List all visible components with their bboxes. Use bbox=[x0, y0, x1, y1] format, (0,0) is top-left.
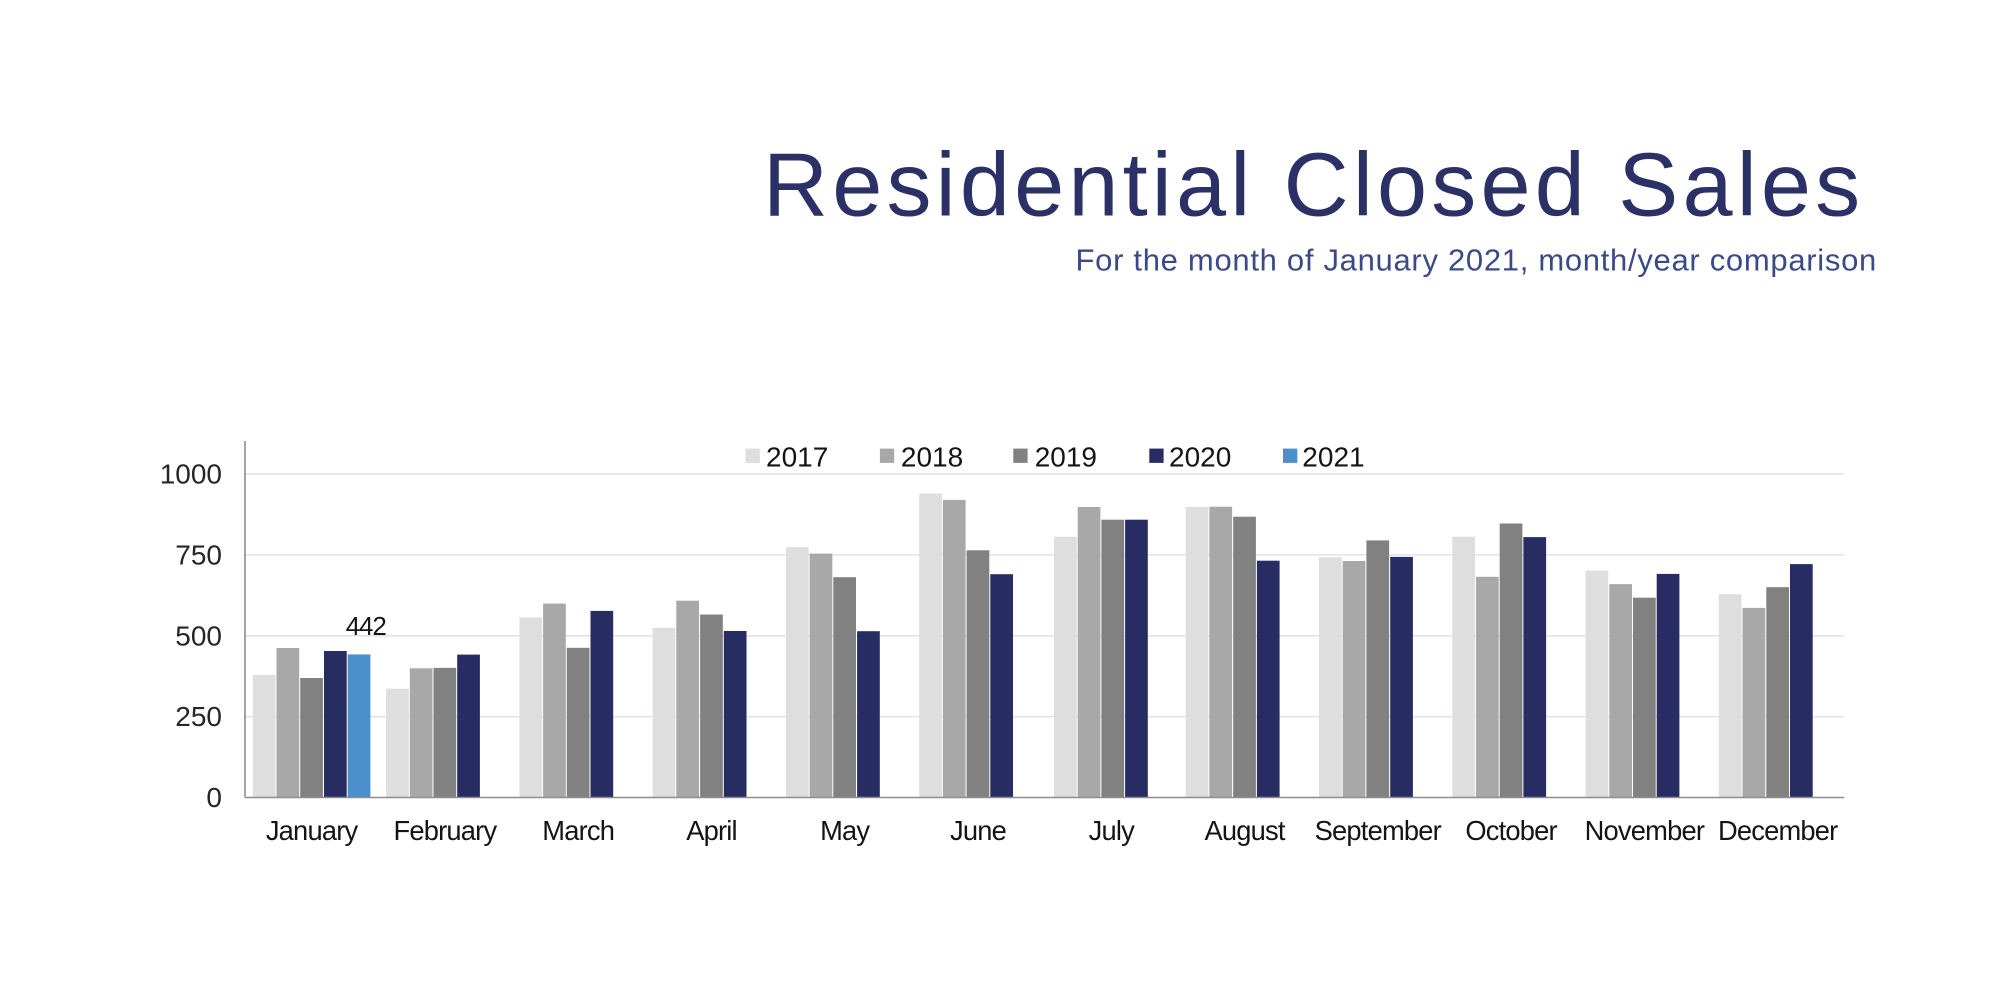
svg-text:0: 0 bbox=[206, 782, 222, 813]
svg-text:Residential Closed Sales: Residential Closed Sales bbox=[763, 136, 1864, 236]
svg-text:July: July bbox=[1089, 815, 1135, 846]
svg-text:April: April bbox=[686, 815, 737, 846]
svg-text:2017: 2017 bbox=[766, 442, 828, 473]
svg-text:September: September bbox=[1315, 815, 1442, 846]
svg-text:2020: 2020 bbox=[1169, 442, 1231, 473]
svg-text:442: 442 bbox=[346, 611, 387, 641]
svg-text:February: February bbox=[393, 815, 497, 846]
svg-text:May: May bbox=[820, 815, 870, 846]
svg-text:250: 250 bbox=[175, 701, 222, 732]
svg-text:For the month of January 2021,: For the month of January 2021, month/yea… bbox=[1076, 243, 1877, 278]
svg-text:2019: 2019 bbox=[1035, 442, 1097, 473]
svg-text:January: January bbox=[266, 815, 359, 846]
svg-text:October: October bbox=[1465, 815, 1557, 846]
svg-text:March: March bbox=[542, 815, 614, 846]
svg-text:June: June bbox=[950, 815, 1006, 846]
svg-text:750: 750 bbox=[175, 540, 222, 571]
svg-text:November: November bbox=[1585, 815, 1705, 846]
svg-text:2018: 2018 bbox=[901, 442, 963, 473]
svg-text:2021: 2021 bbox=[1302, 442, 1364, 473]
svg-text:December: December bbox=[1718, 815, 1838, 846]
svg-text:500: 500 bbox=[175, 620, 222, 651]
svg-text:August: August bbox=[1205, 815, 1286, 846]
svg-text:1000: 1000 bbox=[160, 459, 222, 490]
